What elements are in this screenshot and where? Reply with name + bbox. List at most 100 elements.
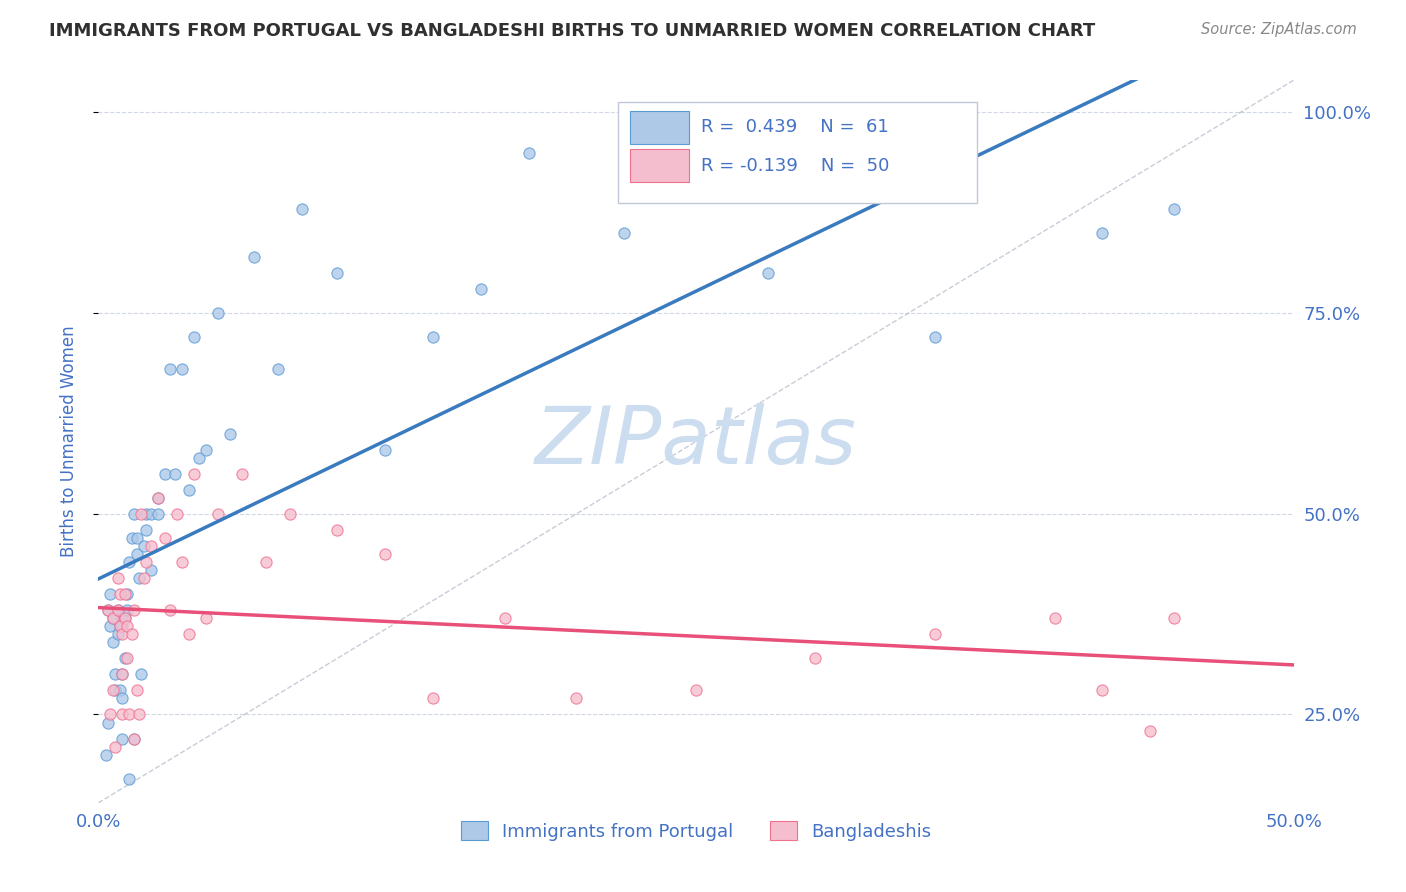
Point bbox=[139, 539, 162, 553]
Point bbox=[115, 587, 138, 601]
Point bbox=[124, 731, 146, 746]
Point bbox=[94, 747, 117, 762]
Point bbox=[114, 587, 136, 601]
Point bbox=[183, 467, 205, 481]
Point bbox=[108, 619, 131, 633]
Point bbox=[111, 611, 134, 625]
Point bbox=[111, 731, 134, 746]
Point bbox=[114, 611, 136, 625]
Point bbox=[114, 611, 136, 625]
Point bbox=[139, 563, 162, 577]
Point bbox=[139, 507, 162, 521]
Point bbox=[517, 145, 540, 160]
Point bbox=[121, 531, 143, 545]
Point bbox=[326, 266, 349, 280]
Point bbox=[111, 627, 134, 641]
Point bbox=[111, 691, 134, 706]
Point bbox=[132, 539, 155, 553]
Point bbox=[107, 603, 129, 617]
Text: ZIPatlas: ZIPatlas bbox=[534, 402, 858, 481]
Point bbox=[98, 587, 122, 601]
Point bbox=[115, 651, 138, 665]
Point bbox=[124, 507, 146, 521]
Point bbox=[155, 467, 177, 481]
Point bbox=[207, 306, 229, 320]
Point bbox=[118, 555, 141, 569]
Point bbox=[108, 619, 131, 633]
Point bbox=[108, 587, 131, 601]
Point bbox=[207, 507, 229, 521]
Point bbox=[104, 683, 127, 698]
Point bbox=[685, 683, 707, 698]
Point bbox=[107, 603, 129, 617]
Point bbox=[183, 330, 205, 344]
Point bbox=[118, 772, 141, 786]
Legend: Immigrants from Portugal, Bangladeshis: Immigrants from Portugal, Bangladeshis bbox=[454, 814, 938, 848]
Point bbox=[131, 667, 153, 681]
Point bbox=[326, 523, 349, 537]
Point bbox=[219, 426, 242, 441]
Point bbox=[166, 507, 188, 521]
Point bbox=[108, 683, 131, 698]
Point bbox=[195, 611, 218, 625]
Point bbox=[131, 507, 153, 521]
Point bbox=[924, 627, 946, 641]
Point bbox=[114, 651, 136, 665]
Point bbox=[132, 571, 155, 585]
Point bbox=[231, 467, 253, 481]
Point bbox=[172, 362, 194, 376]
Text: R =  0.439    N =  61: R = 0.439 N = 61 bbox=[700, 119, 889, 136]
Point bbox=[1091, 226, 1114, 240]
Point bbox=[101, 683, 124, 698]
Point bbox=[101, 635, 124, 649]
Point bbox=[104, 667, 127, 681]
Point bbox=[111, 667, 134, 681]
Point bbox=[155, 531, 177, 545]
Point bbox=[494, 611, 516, 625]
Point bbox=[135, 555, 157, 569]
Point bbox=[111, 667, 134, 681]
Point bbox=[101, 611, 124, 625]
Point bbox=[422, 691, 444, 706]
Point bbox=[148, 507, 170, 521]
Point bbox=[124, 603, 146, 617]
Point bbox=[135, 523, 157, 537]
Point bbox=[148, 491, 170, 505]
Point bbox=[115, 619, 138, 633]
Point bbox=[613, 226, 636, 240]
Point bbox=[1163, 611, 1185, 625]
Point bbox=[97, 715, 120, 730]
Point bbox=[924, 330, 946, 344]
Text: Source: ZipAtlas.com: Source: ZipAtlas.com bbox=[1201, 22, 1357, 37]
Point bbox=[101, 611, 124, 625]
Point bbox=[159, 603, 181, 617]
Point bbox=[291, 202, 314, 216]
Point bbox=[1043, 611, 1066, 625]
Point bbox=[121, 627, 143, 641]
Point bbox=[374, 442, 396, 457]
Point bbox=[125, 683, 148, 698]
Point bbox=[254, 555, 277, 569]
Point bbox=[1139, 723, 1161, 738]
Point bbox=[179, 483, 201, 497]
Point bbox=[470, 282, 492, 296]
Point bbox=[148, 491, 170, 505]
Point bbox=[135, 507, 157, 521]
Point bbox=[422, 330, 444, 344]
Point bbox=[565, 691, 588, 706]
Point bbox=[104, 739, 127, 754]
Point bbox=[125, 531, 148, 545]
Point bbox=[125, 547, 148, 561]
Point bbox=[107, 627, 129, 641]
Text: R = -0.139    N =  50: R = -0.139 N = 50 bbox=[700, 156, 889, 175]
FancyBboxPatch shape bbox=[619, 102, 977, 203]
FancyBboxPatch shape bbox=[630, 111, 689, 144]
Point bbox=[128, 707, 150, 722]
Point bbox=[98, 707, 122, 722]
Point bbox=[107, 571, 129, 585]
Point bbox=[124, 731, 146, 746]
Point bbox=[267, 362, 290, 376]
Point bbox=[374, 547, 396, 561]
Point bbox=[163, 467, 186, 481]
Point bbox=[243, 250, 266, 264]
